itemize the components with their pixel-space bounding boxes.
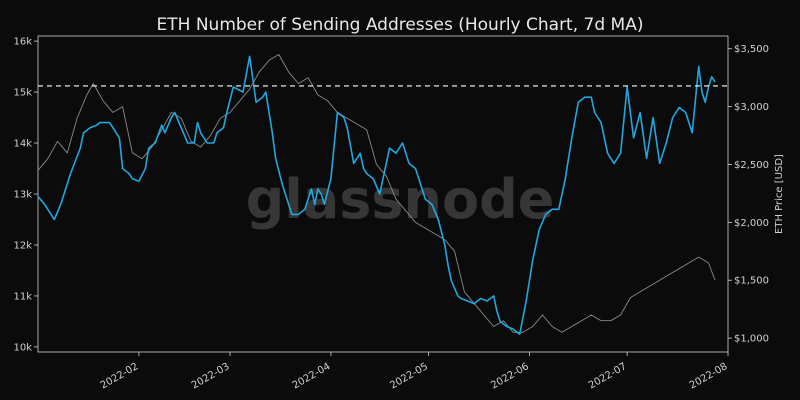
y2-tick-label: $3,500: [734, 44, 769, 55]
y-axis-right: $1,000 $1,500 $2,000 $2,500 $3,000 $3,500: [728, 44, 769, 345]
y-tick-label: 16k: [13, 37, 32, 48]
plot-frame: [37, 35, 729, 353]
y-tick-label: 13k: [13, 190, 32, 201]
y2-tick-label: $1,000: [734, 334, 769, 345]
y-tick-label: 15k: [13, 88, 32, 99]
y2-tick-label: $1,500: [734, 276, 769, 287]
y-axis-left: 10k 11k 12k 13k 14k 15k 16k: [13, 37, 38, 353]
y2-tick-label: $2,500: [734, 160, 769, 171]
chart-title: ETH Number of Sending Addresses (Hourly …: [157, 15, 644, 35]
y2-tick-label: $2,000: [734, 218, 769, 229]
y-tick-label: 10k: [13, 342, 32, 353]
y2-axis-label: ETH Price [USD]: [774, 154, 785, 234]
watermark-logo: glassnode: [246, 168, 555, 231]
y-tick-label: 14k: [13, 139, 32, 150]
y2-tick-label: $3,000: [734, 102, 769, 113]
series-layer: [37, 54, 716, 335]
y-tick-label: 12k: [13, 240, 32, 251]
y-tick-label: 11k: [13, 291, 32, 302]
sending-addresses-line: [37, 55, 716, 335]
